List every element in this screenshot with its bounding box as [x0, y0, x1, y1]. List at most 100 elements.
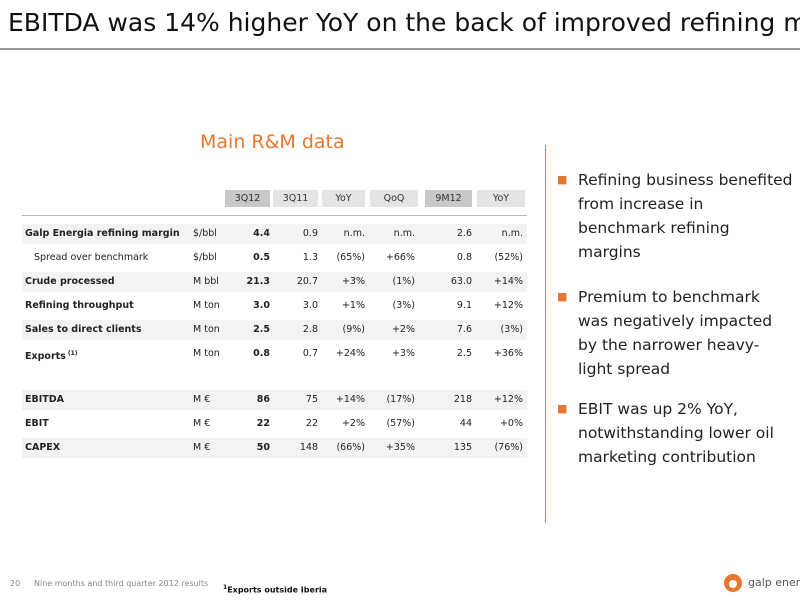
- row-label: Sales to direct clients: [25, 320, 142, 340]
- cell-value: 22: [256, 418, 270, 429]
- cell-value: (1%): [392, 276, 415, 287]
- page-number: 20: [10, 579, 21, 588]
- divider: [545, 145, 546, 523]
- logo-icon: [724, 574, 742, 592]
- cell-value: 0.8: [253, 348, 270, 359]
- cell-value: 44: [459, 418, 472, 429]
- cell-value: (52%): [494, 252, 523, 263]
- row-band: [22, 390, 527, 410]
- title-rule: [0, 48, 800, 50]
- footer-caption: Nine months and third quarter 2012 resul…: [34, 579, 209, 588]
- row-label-text: Refining throughput: [25, 300, 134, 311]
- cell-value: 0.7: [302, 348, 318, 359]
- row-band: [22, 438, 527, 458]
- cell-value: +0%: [499, 418, 523, 429]
- cell-value: 0.5: [253, 252, 270, 263]
- unit: M €: [193, 442, 211, 453]
- row-label: Exports (1): [25, 344, 78, 364]
- column-header: QoQ: [370, 190, 418, 207]
- cell-value: 3.0: [253, 300, 270, 311]
- row-label-text: EBITDA: [25, 394, 64, 405]
- cell-value: +36%: [493, 348, 523, 359]
- column-header: YoY: [322, 190, 365, 207]
- cell-value: 50: [256, 442, 270, 453]
- cell-value: 4.4: [253, 228, 270, 239]
- footnote: 1Exports outside Iberia: [223, 584, 327, 595]
- cell-value: (65%): [336, 252, 365, 263]
- cell-value: n.m.: [501, 228, 523, 239]
- cell-value: 2.5: [253, 324, 270, 335]
- cell-value: +12%: [493, 394, 523, 405]
- header-rule: [22, 215, 527, 216]
- unit: M ton: [193, 348, 220, 359]
- cell-value: +14%: [493, 276, 523, 287]
- cell-value: (9%): [342, 324, 365, 335]
- cell-value: 1.3: [302, 252, 318, 263]
- row-label-text: Exports: [25, 351, 66, 363]
- cell-value: 2.6: [456, 228, 472, 239]
- cell-value: +2%: [341, 418, 365, 429]
- cell-value: (76%): [494, 442, 523, 453]
- row-label-text: Crude processed: [25, 276, 115, 287]
- row-label: EBIT: [25, 414, 49, 434]
- cell-value: 86: [256, 394, 270, 405]
- bullet-text: Refining business benefited from increas…: [578, 171, 793, 261]
- row-label-text: EBIT: [25, 418, 49, 429]
- unit: M €: [193, 418, 211, 429]
- bullet-text: EBIT was up 2% YoY, notwithstanding lowe…: [578, 400, 774, 466]
- cell-value: 20.7: [296, 276, 318, 287]
- cell-value: 2.8: [302, 324, 318, 335]
- cell-value: (3%): [500, 324, 523, 335]
- cell-value: +35%: [385, 442, 415, 453]
- unit: $/bbl: [193, 228, 217, 239]
- cell-value: 75: [305, 394, 318, 405]
- bullet-dot: ■: [557, 290, 568, 303]
- row-label-text: CAPEX: [25, 442, 61, 453]
- bullet-dot: ■: [557, 173, 568, 186]
- slide-title: EBITDA was 14% higher YoY on the back of…: [8, 8, 800, 37]
- cell-value: 7.6: [456, 324, 472, 335]
- cell-value: 0.8: [456, 252, 472, 263]
- column-header: 3Q12: [225, 190, 270, 207]
- logo-text: galp energia: [748, 576, 800, 589]
- cell-value: 9.1: [456, 300, 472, 311]
- column-header: 3Q11: [273, 190, 318, 207]
- bullet-dot: ■: [557, 402, 568, 415]
- unit: $/bbl: [193, 252, 217, 263]
- row-label-text: Galp Energia refining margin: [25, 228, 180, 239]
- row-label: Crude processed: [25, 272, 115, 292]
- row-label: CAPEX: [25, 438, 60, 458]
- unit: M bbl: [193, 276, 219, 287]
- footnote-marker: 1: [223, 584, 228, 591]
- table-title: Main R&M data: [200, 131, 345, 153]
- cell-value: +66%: [385, 252, 415, 263]
- cell-value: (17%): [386, 394, 415, 405]
- cell-value: 148: [299, 442, 318, 453]
- cell-value: 22: [305, 418, 318, 429]
- row-label: EBITDA: [25, 390, 64, 410]
- bullet-text: Premium to benchmark was negatively impa…: [578, 288, 773, 378]
- cell-value: n.m.: [343, 228, 365, 239]
- cell-value: 2.5: [456, 348, 472, 359]
- cell-value: +3%: [341, 276, 365, 287]
- unit: M ton: [193, 324, 220, 335]
- cell-value: 21.3: [246, 276, 270, 287]
- cell-value: +24%: [335, 348, 365, 359]
- row-band: [22, 224, 527, 244]
- cell-value: +12%: [493, 300, 523, 311]
- cell-value: n.m.: [393, 228, 415, 239]
- row-band: [22, 272, 527, 292]
- cell-value: 218: [453, 394, 472, 405]
- column-header: YoY: [477, 190, 525, 207]
- cell-value: 135: [453, 442, 472, 453]
- cell-value: (3%): [392, 300, 415, 311]
- cell-value: 63.0: [450, 276, 472, 287]
- cell-value: +3%: [391, 348, 415, 359]
- cell-value: +14%: [335, 394, 365, 405]
- cell-value: 3.0: [302, 300, 318, 311]
- unit: M €: [193, 394, 211, 405]
- row-label-text: Spread over benchmark: [34, 252, 149, 263]
- row-label: Galp Energia refining margin: [25, 224, 180, 244]
- cell-value: (66%): [336, 442, 365, 453]
- cell-value: 0.9: [302, 228, 318, 239]
